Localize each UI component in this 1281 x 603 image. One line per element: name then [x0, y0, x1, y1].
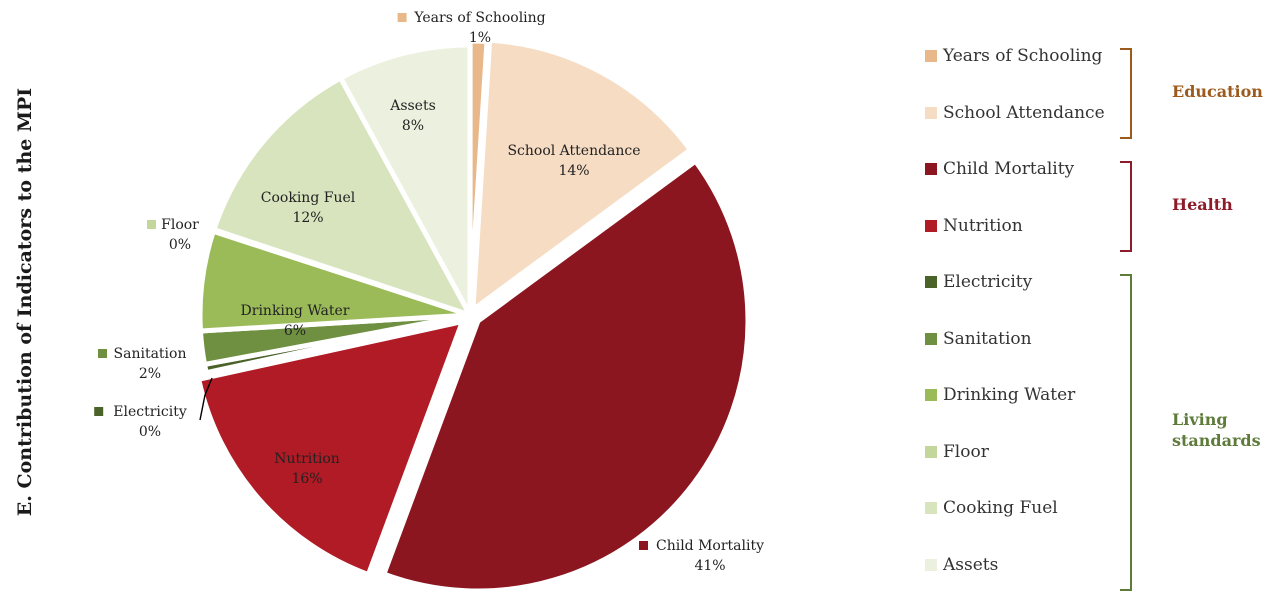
slice-label-electricity: Electricity 0%: [94, 404, 187, 440]
legend-label: Sanitation: [943, 328, 1032, 349]
slice-cooking-fuel: [211, 75, 473, 318]
slice-label-school-attendance: School Attendance 14%: [507, 143, 640, 179]
slice-label-swatch: [397, 13, 407, 22]
legend-item-floor: Floor: [925, 440, 989, 464]
legend-swatch: [925, 219, 937, 232]
legend-item-electricity: Electricity: [925, 270, 1032, 294]
legend-swatch: [925, 50, 937, 62]
legend-item-child-mortality: Child Mortality: [925, 157, 1074, 181]
slice-label-assets: Assets 8%: [389, 98, 436, 134]
slice-percent: 8%: [402, 118, 424, 134]
slice-percent: 16%: [291, 471, 322, 487]
legend-swatch: [925, 445, 937, 458]
slice-name: Assets: [389, 98, 436, 114]
slice-nutrition: [196, 319, 465, 578]
slice-label-nutrition: Nutrition 16%: [274, 451, 340, 487]
slice-label-swatch: [98, 349, 107, 358]
legend-item-years-of-schooling: Years of Schooling: [925, 44, 1102, 68]
slice-percent: 2%: [139, 366, 161, 382]
slice-percent: 41%: [694, 558, 725, 574]
slice-assets: [338, 42, 473, 318]
legend-label: Electricity: [943, 272, 1033, 292]
group-bracket-education: [1120, 48, 1132, 139]
legend-label: School Attendance: [943, 102, 1105, 123]
slice-label-drinking-water: Drinking Water 6%: [241, 303, 350, 339]
legend-swatch: [925, 502, 937, 514]
slice-label-floor: Floor 0%: [147, 217, 199, 253]
slice-label-years-of-schooling: Years of Schooling 1%: [397, 10, 546, 46]
slice-school-attendance: [470, 37, 693, 313]
legend-swatch: [925, 163, 937, 175]
legend-swatch: [925, 558, 937, 571]
legend-label: Assets: [943, 554, 999, 575]
group-label-living-standards: Living standards: [1172, 409, 1261, 451]
slice-percent: 6%: [284, 323, 306, 339]
slice-years-of-schooling: [467, 38, 490, 314]
slice-percent: 14%: [558, 163, 589, 179]
slice-name: Years of Schooling: [413, 10, 545, 26]
legend-item-assets: Assets: [925, 553, 998, 577]
slice-label-swatch: [147, 220, 156, 229]
slice-label-cooking-fuel: Cooking Fuel 12%: [261, 190, 356, 226]
slice-label-child-mortality: Child Mortality 41%: [639, 538, 764, 574]
legend-label: Nutrition: [943, 215, 1023, 236]
group-label-line: Education: [1172, 81, 1263, 101]
electricity-leader-line: [199, 377, 213, 421]
legend-item-sanitation: Sanitation: [925, 327, 1032, 351]
legend-swatch: [925, 106, 937, 119]
slice-name: Child Mortality: [656, 538, 764, 554]
slice-percent: 0%: [169, 237, 191, 253]
legend-label: Floor: [943, 441, 989, 462]
slice-label-swatch: [94, 407, 104, 416]
legend-swatch: [925, 389, 937, 401]
group-label-line: Living: [1172, 410, 1228, 430]
slice-name: Nutrition: [274, 451, 340, 467]
legend-label: Child Mortality: [943, 159, 1075, 179]
group-label-line: standards: [1172, 431, 1261, 451]
slice-name: Drinking Water: [241, 303, 350, 319]
slice-label-sanitation: Sanitation 2%: [98, 346, 186, 382]
group-label-health: Health: [1172, 194, 1233, 215]
slice-name: Electricity: [113, 404, 187, 420]
legend-label: Cooking Fuel: [943, 498, 1058, 518]
legend-swatch: [925, 332, 937, 345]
slice-name: Cooking Fuel: [261, 190, 356, 206]
pie-labels: Years of Schooling 1% School Attendance 14%…: [94, 10, 764, 574]
legend-item-school-attendance: School Attendance: [925, 101, 1105, 125]
group-label-education: Education: [1172, 81, 1263, 102]
legend-label: Years of Schooling: [943, 46, 1103, 66]
slice-name: School Attendance: [507, 143, 640, 159]
pie-chart: Years of Schooling 1% School Attendance 14%…: [94, 10, 765, 594]
legend-item-nutrition: Nutrition: [925, 214, 1023, 238]
legend-item-cooking-fuel: Cooking Fuel: [925, 496, 1058, 520]
slice-name: Floor: [161, 217, 199, 233]
group-bracket-living-standards: [1120, 274, 1132, 591]
slice-percent: 12%: [292, 210, 323, 226]
pie-slices: [196, 37, 751, 594]
group-label-line: Health: [1172, 194, 1233, 214]
slice-name: Sanitation: [114, 346, 187, 362]
group-bracket-health: [1120, 161, 1132, 252]
slice-label-swatch: [639, 541, 648, 550]
legend-item-drinking-water: Drinking Water: [925, 383, 1075, 407]
slice-percent: 0%: [139, 424, 161, 440]
slice-percent: 1%: [469, 30, 491, 46]
legend-swatch: [925, 276, 937, 288]
slice-child-mortality: [381, 158, 751, 594]
legend-label: Drinking Water: [943, 385, 1076, 405]
